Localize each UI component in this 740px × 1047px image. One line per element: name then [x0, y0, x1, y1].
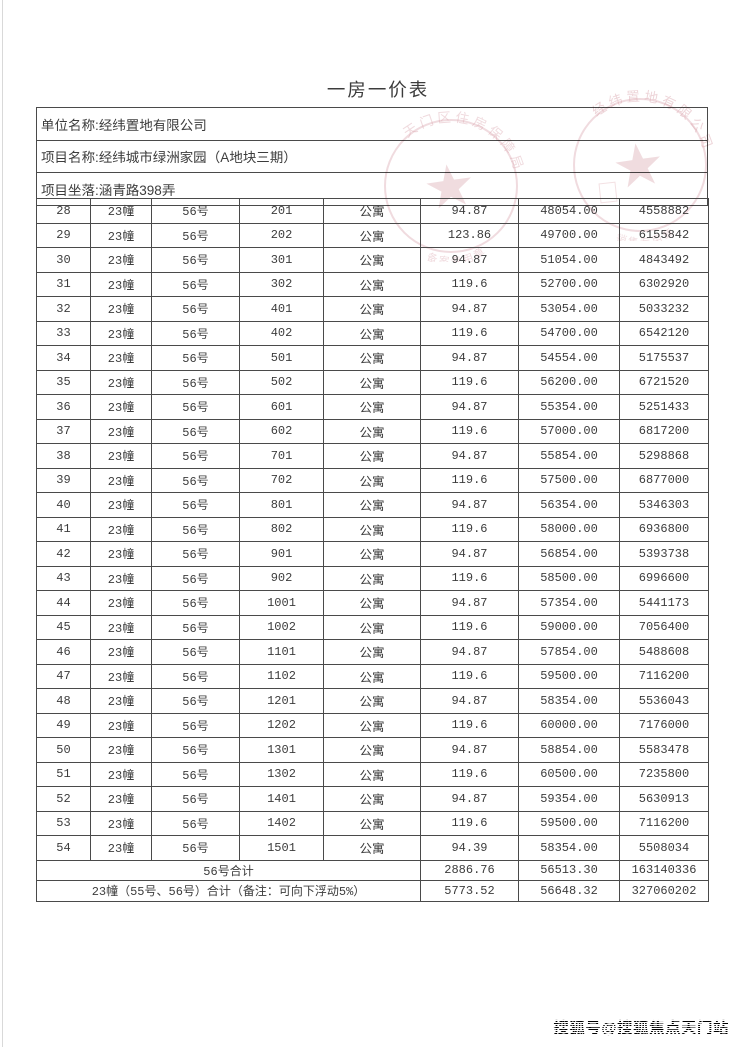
svg-text:天门区住房保障局: 天门区住房保障局 [398, 106, 530, 175]
svg-text:经纬置地有限公司: 经纬置地有限公司 [587, 85, 719, 154]
